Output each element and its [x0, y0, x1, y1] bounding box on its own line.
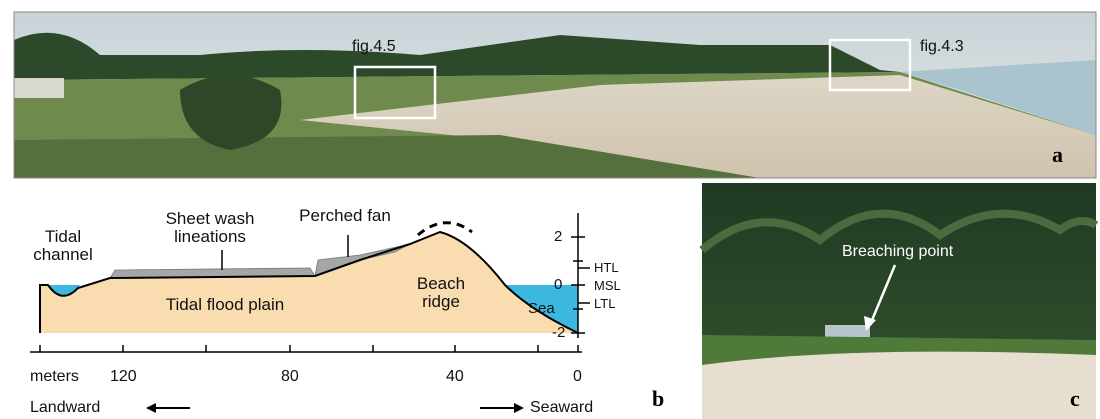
panel-label: b — [652, 386, 664, 412]
annotation: Tidal flood plain — [140, 296, 310, 314]
level-label: HTL — [594, 259, 619, 277]
y-tick-label: 0 — [554, 276, 562, 294]
level-label: LTL — [594, 295, 615, 313]
figure: fig.4.5 fig.4.3 a Tidal channel Sheet wa… — [0, 0, 1100, 419]
direction-label: Landward — [30, 399, 100, 417]
photo-c — [702, 183, 1096, 419]
x-tick-label: 0 — [573, 368, 582, 386]
annotation: Perched fan — [285, 207, 405, 225]
annotation: Sea — [528, 300, 555, 318]
annotation: Sheet wash lineations — [155, 210, 265, 246]
direction-label: Seaward — [530, 399, 593, 417]
y-tick-label: 2 — [554, 228, 562, 246]
annotation: Breaching point — [842, 243, 953, 261]
x-tick-label: 80 — [281, 368, 299, 386]
x-axis-unit: meters — [30, 368, 79, 386]
box-label: fig.4.3 — [920, 38, 964, 56]
photo-a — [14, 12, 1096, 178]
annotation: Tidal channel — [28, 228, 98, 264]
box-label: fig.4.5 — [352, 38, 396, 56]
y-tick-label: -2 — [552, 324, 565, 342]
panel-label: a — [1052, 142, 1063, 168]
x-tick-label: 40 — [446, 368, 464, 386]
level-label: MSL — [594, 277, 621, 295]
x-tick-label: 120 — [110, 368, 137, 386]
panel-label: c — [1070, 386, 1080, 412]
annotation: Beach ridge — [410, 275, 472, 311]
